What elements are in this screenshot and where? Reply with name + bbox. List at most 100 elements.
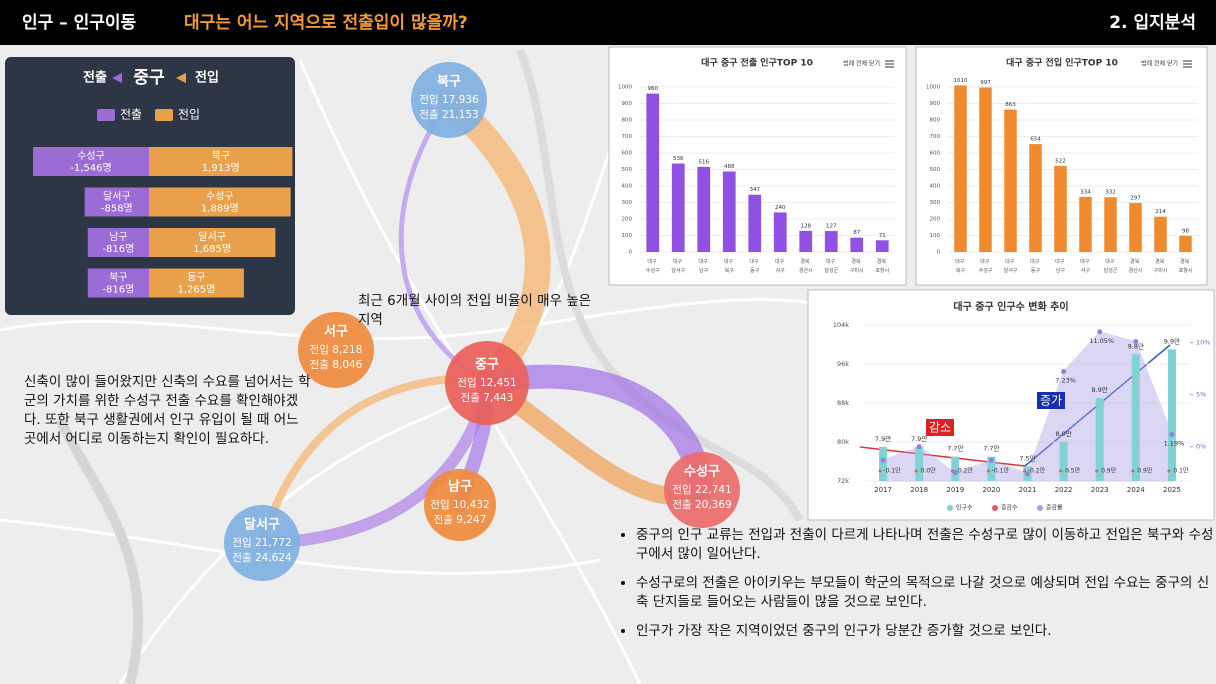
node [298, 312, 374, 388]
in-name: 수성구 [206, 191, 234, 203]
x-tick-label: 대구 남구 [698, 258, 709, 274]
bullets: 중구의 인구 교류는 전입과 전출이 다르게 나타나며 전출은 수성구로 많이 … [618, 526, 1216, 651]
bar [1095, 398, 1104, 481]
label-line: 구미시 [1154, 267, 1168, 274]
y-tick-label: 300 [622, 200, 633, 206]
value-label: 128 [801, 223, 812, 229]
node-in: 전입 12,451 [457, 376, 516, 389]
x-tick-label: 대구 동구 [1030, 258, 1041, 274]
value-label: 522 [1055, 158, 1066, 164]
node [411, 62, 487, 138]
label-line: 대구 [647, 258, 658, 265]
value-label: 863 [1005, 102, 1016, 108]
x-tick-label: 2017 [874, 486, 892, 494]
label-line: 남구 [1056, 267, 1066, 274]
x-tick-label: 경북 경산시 [1129, 258, 1143, 274]
change-dot [1131, 469, 1135, 473]
menu-icon [885, 60, 894, 68]
label-line: 경산시 [1129, 267, 1143, 274]
bar [773, 212, 787, 252]
value-label: 127 [826, 224, 837, 230]
x-tick-label: 대구 달서구 [671, 258, 685, 274]
out-value: -858명 [101, 203, 133, 215]
out-name: 남구 [109, 231, 127, 243]
label-line: 구미시 [850, 267, 864, 274]
x-tick-label: 2023 [1091, 486, 1109, 494]
x-tick-label: 2021 [1019, 486, 1037, 494]
label-line: 달성군 [1104, 267, 1118, 274]
in-value: 1,913명 [202, 162, 240, 174]
node [445, 341, 529, 425]
value-label: 654 [1030, 137, 1041, 143]
legend-marker [947, 505, 953, 511]
out-name: 달서구 [103, 191, 131, 203]
bar [697, 166, 711, 252]
label-line: 포항시 [875, 267, 889, 274]
y-tick-label: 300 [930, 200, 941, 206]
x-tick-label: 대구 동구 [749, 258, 760, 274]
bar [1179, 235, 1192, 252]
y-tick-label: 96k [837, 360, 849, 368]
annotation-box [1037, 392, 1065, 409]
bar [875, 240, 889, 252]
y-tick-label: 0 [937, 250, 941, 256]
chart-frame [807, 289, 1215, 521]
arrow [176, 73, 186, 83]
x-tick-label: 대구 수성구 [979, 258, 993, 274]
y-tick-label: 88k [837, 399, 849, 407]
out-name: 수성구 [77, 150, 105, 162]
bar [915, 446, 924, 481]
value-label: 516 [699, 159, 710, 165]
out-bar [33, 147, 149, 176]
out-bar [84, 187, 149, 217]
rate-dot [880, 457, 886, 463]
arrow [112, 73, 122, 83]
value-label: 8.0만 [1055, 429, 1071, 438]
legend-label: 증감수 [1001, 505, 1018, 512]
y-tick-label: 100 [930, 233, 941, 239]
value-label: 960 [648, 86, 659, 92]
bar [1154, 216, 1167, 252]
rate-label: 7.23% [1055, 376, 1076, 384]
y-tick-label: 800 [930, 118, 941, 124]
label-line: 대구 [1080, 258, 1091, 265]
paragraph: 신축이 많이 들어왔지만 신축의 수요를 넘어서는 학군의 가치를 위한 수성구… [24, 374, 311, 447]
y2-tick-label: 10% [1196, 339, 1210, 347]
value-label: 997 [980, 80, 991, 86]
label-line: 경북 [1130, 258, 1141, 265]
node-name: 남구 [448, 479, 472, 495]
change-label: -0.2만 [1028, 467, 1046, 475]
label-line: 포항시 [1179, 267, 1193, 274]
label-line: 달서구 [1004, 267, 1018, 274]
x-tick-label: 경북 구미시 [1154, 258, 1168, 274]
x-tick-label: 대구 서구 [775, 258, 786, 274]
bar [951, 456, 960, 481]
node-name: 수성구 [684, 465, 720, 480]
node-in: 전입 22,741 [672, 483, 731, 496]
x-tick-label: 대구 남구 [1055, 258, 1066, 274]
chapter: 2. 입지분석 [1109, 13, 1196, 33]
x-tick-label: 2019 [946, 486, 964, 494]
y-tick-label: 500 [930, 167, 941, 173]
x-tick-label: 2025 [1163, 486, 1181, 494]
label-line: 대구 [775, 258, 786, 265]
x-tick-label: 대구 북구 [724, 258, 735, 274]
node [664, 452, 740, 528]
label-line: 경북 [877, 258, 888, 265]
y-tick-label: 1000 [618, 85, 632, 91]
chart-title: 대구 중구 전입 인구TOP 10 [1006, 57, 1118, 69]
header-bar [0, 0, 1216, 45]
legend-marker [992, 505, 998, 511]
bar [646, 93, 660, 252]
node-in: 전입 21,772 [232, 536, 291, 549]
in-name: 북구 [212, 150, 230, 162]
label-line: 경북 [1155, 258, 1166, 265]
change-label: 0.0만 [921, 467, 937, 475]
legend-label: 전출 [120, 108, 142, 122]
bar [1004, 109, 1017, 252]
rate-dot [916, 444, 922, 450]
label-line: 대구 [1105, 258, 1116, 265]
out-value: -1,546명 [70, 162, 111, 174]
bar [1054, 165, 1067, 252]
